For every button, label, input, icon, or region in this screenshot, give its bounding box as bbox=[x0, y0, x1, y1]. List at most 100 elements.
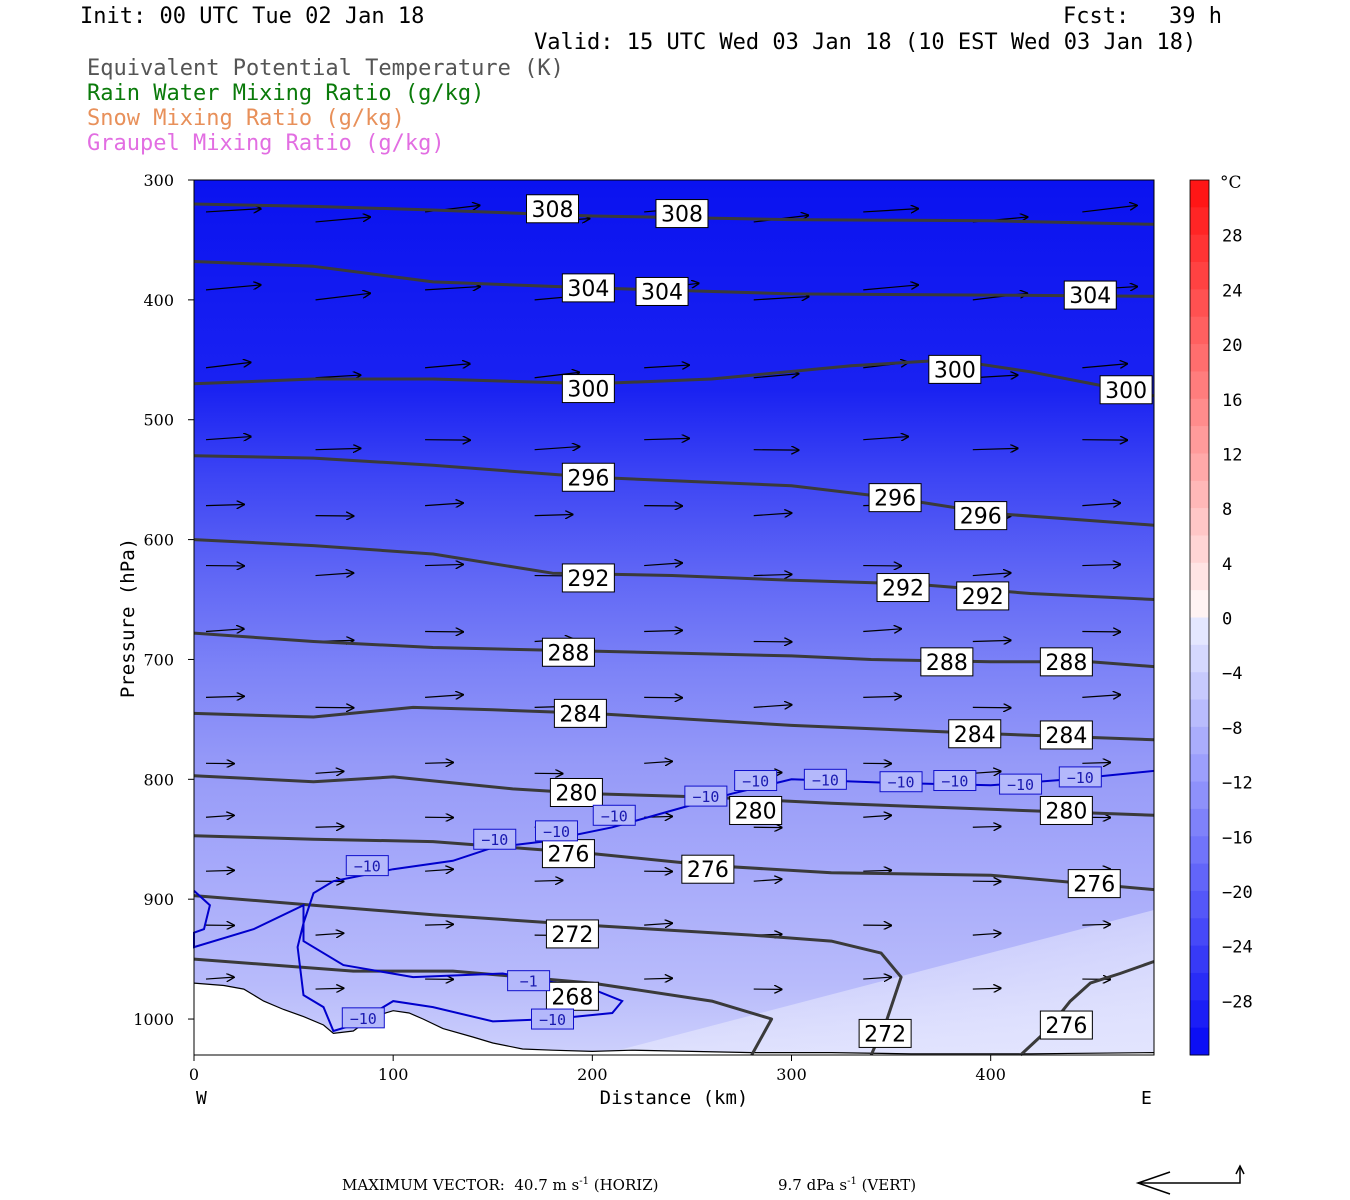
wind-vector bbox=[425, 364, 470, 368]
isotherm-label-box bbox=[534, 820, 578, 842]
theta-e-label-box bbox=[858, 1018, 912, 1048]
theta-e-label-box bbox=[876, 573, 930, 603]
colorbar-label: −12 bbox=[1222, 774, 1253, 794]
theta-e-contour-300 bbox=[193, 358, 1155, 398]
theta-e-label: 300 bbox=[1105, 379, 1147, 404]
x-tick-label: 400 bbox=[975, 1065, 1006, 1084]
colorbar-label: −16 bbox=[1222, 828, 1253, 848]
wind-vector bbox=[753, 374, 799, 378]
wind-vector bbox=[1082, 762, 1110, 763]
colorbar-bin bbox=[1190, 863, 1209, 892]
colorbar-bin bbox=[1190, 562, 1209, 591]
theta-e-label-box bbox=[948, 719, 1002, 749]
y-tick-label: 600 bbox=[143, 531, 174, 550]
theta-e-label-box bbox=[561, 273, 615, 303]
theta-e-label-box bbox=[1039, 795, 1093, 825]
isotherm-label: −10 bbox=[481, 831, 508, 849]
wind-vector bbox=[534, 447, 580, 450]
theta-e-label: 292 bbox=[567, 567, 609, 592]
theta-e-label: 292 bbox=[882, 577, 924, 602]
wind-vector bbox=[315, 826, 344, 827]
theta-e-label: 308 bbox=[661, 203, 703, 228]
wind-vector bbox=[205, 696, 244, 697]
theta-e-label: 280 bbox=[1045, 799, 1087, 824]
theta-e-label: 288 bbox=[547, 641, 589, 666]
theta-e-contour-272 bbox=[193, 894, 903, 1056]
theta-e-label: 308 bbox=[532, 198, 574, 223]
wind-vector bbox=[753, 513, 792, 516]
x-tick-label: 0 bbox=[189, 1065, 199, 1084]
wind-vector bbox=[425, 287, 480, 290]
wind-vector bbox=[425, 695, 463, 698]
colorbar-label: 0 bbox=[1222, 610, 1232, 630]
theta-e-label: 276 bbox=[1045, 1014, 1087, 1039]
isotherm-label-box bbox=[879, 771, 923, 793]
isotherm-label: −10 bbox=[742, 773, 769, 791]
theta-e-label-box bbox=[561, 462, 615, 492]
wind-vector bbox=[863, 285, 918, 291]
wind-vector bbox=[863, 815, 891, 817]
isotherm-label: −10 bbox=[888, 774, 915, 792]
isotherm-label-box bbox=[531, 1008, 575, 1030]
wind-vector bbox=[644, 630, 682, 631]
colorbar-bin bbox=[1190, 726, 1209, 755]
isotherm-label-box bbox=[933, 770, 977, 792]
theta-e-label: 276 bbox=[1073, 873, 1115, 898]
plot-frame bbox=[193, 179, 1155, 1056]
colorbar-label: 16 bbox=[1222, 391, 1242, 411]
colorbar-label: 8 bbox=[1222, 500, 1232, 520]
isotherm-label-box bbox=[507, 970, 551, 992]
colorbar-bin bbox=[1190, 480, 1209, 509]
wind-vector bbox=[205, 209, 261, 212]
theta-e-label-box bbox=[655, 199, 709, 229]
theta-e-label: 304 bbox=[641, 280, 683, 305]
theta-e-label: 296 bbox=[567, 466, 609, 491]
theta-e-label: 268 bbox=[551, 985, 593, 1010]
wind-vector bbox=[1082, 364, 1127, 368]
wind-vector bbox=[972, 933, 1001, 935]
colorbar-label: −4 bbox=[1222, 664, 1242, 684]
wind-vector bbox=[753, 574, 792, 575]
theta-e-label: 292 bbox=[962, 585, 1004, 610]
below-ground-mask bbox=[194, 983, 1154, 1055]
colorbar-label: −8 bbox=[1222, 719, 1242, 739]
wind-vector bbox=[205, 285, 261, 291]
colorbar-bin bbox=[1190, 754, 1209, 783]
theta-e-label-box bbox=[1099, 375, 1153, 405]
theta-e-label-box bbox=[928, 354, 982, 384]
colorbar-bin bbox=[1190, 672, 1209, 701]
colorbar-bin bbox=[1190, 180, 1209, 208]
colorbar-bin bbox=[1190, 1000, 1209, 1029]
theta-e-label-box bbox=[1067, 869, 1121, 899]
colorbar-bin bbox=[1190, 617, 1209, 646]
wind-vector bbox=[315, 988, 344, 989]
isotherm-label: −10 bbox=[692, 788, 719, 806]
theta-e-label-box bbox=[541, 637, 595, 667]
wind-vector bbox=[644, 761, 672, 763]
theta-e-label: 276 bbox=[687, 858, 729, 883]
colorbar-bin bbox=[1190, 836, 1209, 865]
lower-right-warm-shading bbox=[600, 910, 1154, 1055]
wind-vector bbox=[425, 564, 463, 565]
legend-theta-e: Equivalent Potential Temperature (K) bbox=[87, 56, 564, 81]
theta-e-contour-276 bbox=[193, 834, 1155, 892]
theta-e-label: 284 bbox=[954, 723, 996, 748]
wind-vector bbox=[972, 640, 1011, 641]
isotherm-label-box bbox=[999, 773, 1043, 795]
legend-rain-water: Rain Water Mixing Ratio (g/kg) bbox=[87, 81, 485, 106]
wind-vector bbox=[205, 977, 234, 979]
wind-vector bbox=[534, 880, 563, 881]
theta-e-contour-308 bbox=[193, 202, 1155, 226]
theta-e-label-box bbox=[1039, 720, 1093, 750]
wind-vector bbox=[1082, 924, 1110, 925]
max-vector-horiz-text: MAXIMUM VECTOR: 40.7 m s bbox=[342, 1176, 580, 1194]
x-axis-title: Distance (km) bbox=[600, 1087, 749, 1109]
theta-e-label-box bbox=[954, 501, 1008, 531]
theta-e-label: 300 bbox=[567, 378, 609, 403]
west-label: W bbox=[196, 1088, 207, 1109]
isotherm-label: −1 bbox=[520, 973, 538, 991]
wind-vector bbox=[205, 815, 234, 817]
y-tick-label: 1000 bbox=[133, 1010, 174, 1029]
y-tick-label: 500 bbox=[143, 411, 174, 430]
x-tick-label: 300 bbox=[776, 1065, 807, 1084]
